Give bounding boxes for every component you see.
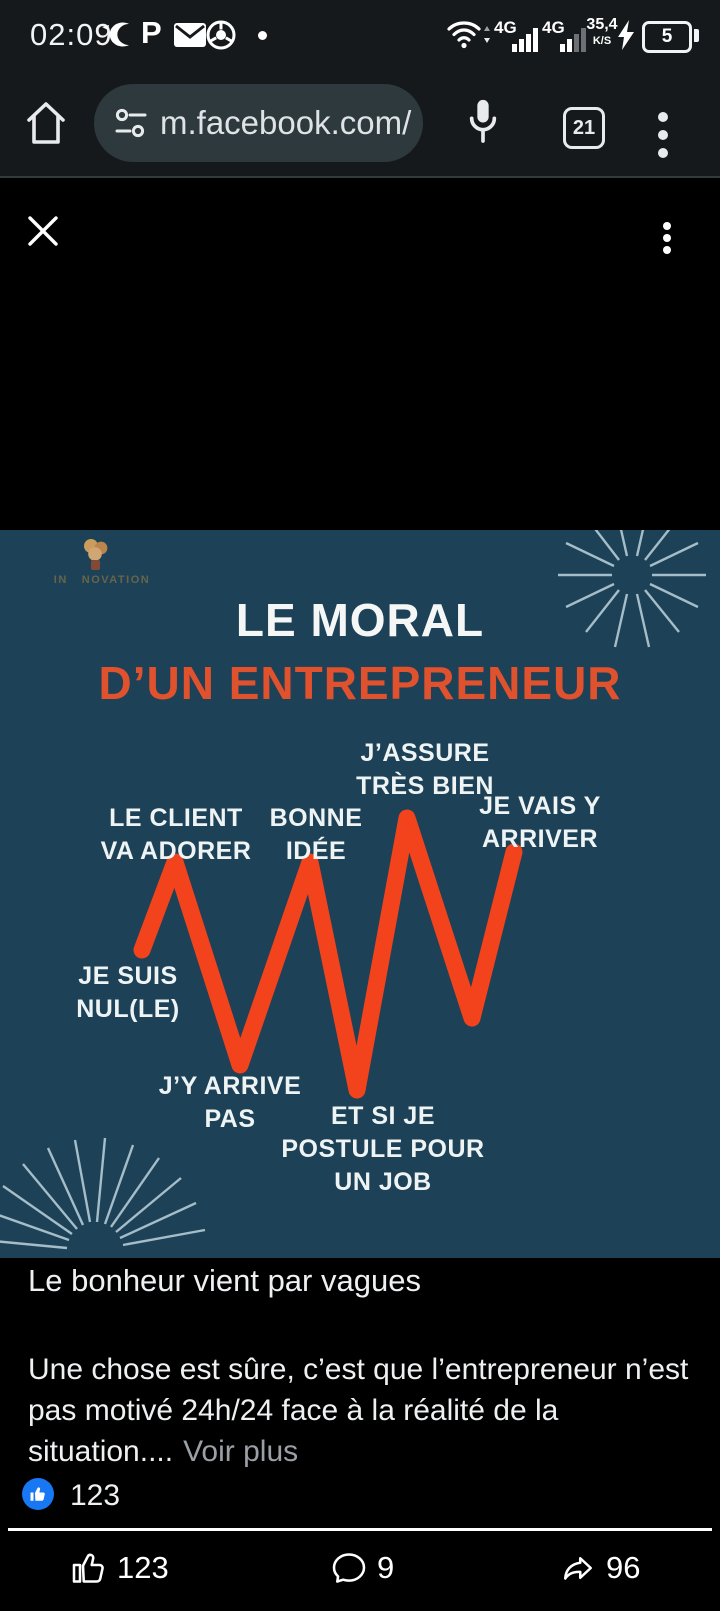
- chart-annotation-peak3: J’ASSURE TRÈS BIEN: [356, 739, 494, 800]
- post-options-button[interactable]: [663, 218, 671, 258]
- thumb-up-icon: [72, 1553, 104, 1583]
- charging-bolt-icon: [618, 20, 634, 50]
- battery-icon: 5: [642, 21, 692, 53]
- url-bar[interactable]: m.facebook.com/: [94, 84, 423, 162]
- post-text-line: Une chose est sûre, c’est que l’entrepre…: [28, 1353, 689, 1386]
- chrome-app-icon: [206, 20, 236, 50]
- share-icon: [563, 1556, 593, 1580]
- network-type-2: 4G: [542, 18, 565, 37]
- brand-logo-text: IN NOVATION: [53, 574, 151, 586]
- post-image[interactable]: IN NOVATION LE MORAL D’UN ENTREPRENEUR J’…: [0, 530, 720, 1258]
- chart-annotation-peak2: BONNE IDÉE: [269, 804, 363, 865]
- signal-bars-2-icon: [560, 28, 586, 52]
- starburst-bottom-left: [0, 1137, 206, 1250]
- chart-annotation-trough1: J’Y ARRIVE PAS: [158, 1072, 302, 1133]
- browser-toolbar: m.facebook.com/ 21: [0, 70, 720, 178]
- post-text-line: pas motivé 24h/24 face à la réalité de l…: [28, 1394, 559, 1427]
- mood-wave-line: [133, 809, 523, 1099]
- post-body: Le bonheur vient par vagues Une chose es…: [0, 1258, 720, 1611]
- clock: 02:09: [30, 17, 113, 52]
- comment-icon: [332, 1553, 366, 1583]
- brand-logo: IN NOVATION: [22, 536, 182, 592]
- message-icon: [174, 23, 206, 47]
- like-count: 123: [117, 1550, 169, 1585]
- p-app-icon: P: [141, 15, 162, 50]
- post-headline: Le bonheur vient par vagues: [28, 1263, 421, 1298]
- site-settings-icon[interactable]: [114, 106, 148, 140]
- lightbulb-logo-icon: [84, 539, 108, 570]
- action-bar-divider: [8, 1528, 712, 1531]
- tab-switcher-button[interactable]: 21: [563, 107, 605, 149]
- chart-annotation-trough2: ET SI JE POSTULE POUR UN JOB: [281, 1102, 485, 1196]
- browser-menu-button[interactable]: [658, 104, 668, 166]
- mood-wave-graphic: [0, 530, 706, 1250]
- home-button[interactable]: [26, 100, 66, 146]
- reactions-count[interactable]: 123: [70, 1479, 121, 1512]
- comment-count: 9: [377, 1550, 395, 1585]
- meme-title-line2: D’UN ENTREPRENEUR: [98, 657, 622, 709]
- post-text-line: situation.... Voir plus: [28, 1435, 299, 1468]
- network-type-1: 4G: [494, 18, 517, 37]
- comment-button[interactable]: 9: [331, 1550, 394, 1586]
- see-more-link[interactable]: Voir plus: [183, 1435, 299, 1468]
- share-button[interactable]: 96: [560, 1550, 640, 1586]
- close-icon[interactable]: [28, 216, 58, 246]
- starburst-top-right: [558, 530, 706, 648]
- photo-viewer-header: [0, 178, 720, 530]
- like-button[interactable]: 123: [71, 1550, 169, 1586]
- notification-dot-icon: [258, 31, 267, 40]
- meme-title-line1: LE MORAL: [235, 594, 485, 646]
- wifi-icon: [447, 21, 490, 49]
- chart-annotation-peak1: LE CLIENT VA ADORER: [100, 804, 252, 865]
- chart-annotation-start: JE SUIS NUL(LE): [76, 962, 180, 1023]
- status-bar: 02:09 P 4G 4G 35,4 K: [0, 0, 720, 70]
- like-reaction-badge[interactable]: [22, 1478, 54, 1510]
- thumb-up-filled-icon: [30, 1487, 45, 1501]
- bird-app-icon: [102, 22, 129, 47]
- chart-annotation-end: JE VAIS Y ARRIVER: [479, 792, 601, 853]
- url-text[interactable]: m.facebook.com/: [160, 104, 412, 141]
- signal-bars-1-icon: [512, 28, 538, 52]
- mic-button[interactable]: [466, 98, 500, 150]
- share-count: 96: [606, 1550, 641, 1585]
- battery-nub: [694, 29, 699, 42]
- network-speed: 35,4 K/S: [586, 16, 618, 48]
